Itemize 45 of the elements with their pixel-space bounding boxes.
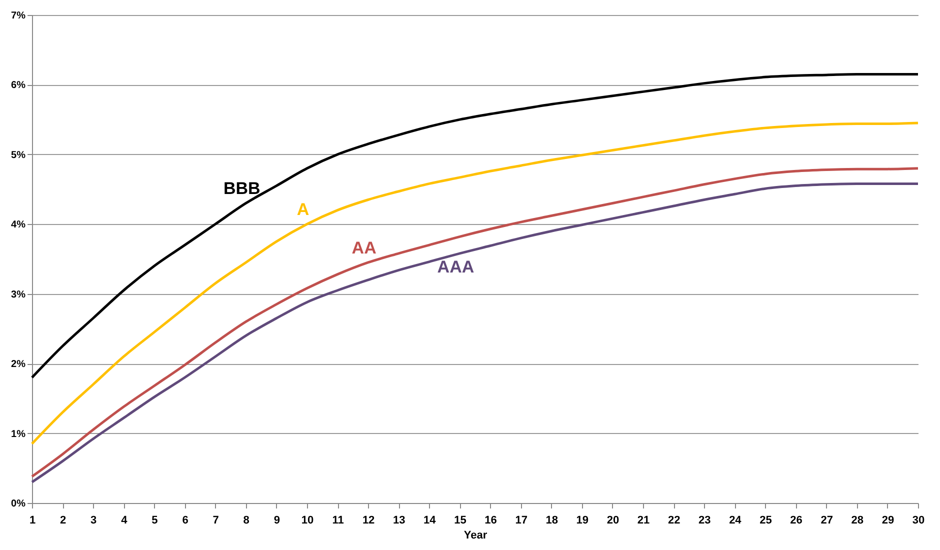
series-label: A — [296, 200, 310, 220]
x-tick-label: 9 — [274, 514, 280, 526]
x-tick-label: 24 — [729, 514, 742, 526]
x-tick-label: 15 — [454, 514, 466, 526]
y-tick-label: 5% — [11, 150, 26, 161]
x-tick-label: 3 — [90, 514, 97, 526]
y-tick-label: 2% — [11, 359, 26, 370]
x-tick-label: 8 — [243, 514, 250, 526]
x-tick-label: 19 — [576, 514, 589, 526]
series-label: BBB — [223, 179, 260, 198]
y-tick-label: 1% — [11, 428, 26, 440]
x-tick-label: 22 — [668, 514, 680, 526]
x-tick-label: 5 — [152, 514, 158, 526]
x-tick-label: 1 — [29, 514, 36, 526]
x-tick-label: 11 — [332, 514, 344, 526]
x-tick-label: 27 — [820, 514, 833, 526]
x-tick-label: 14 — [424, 514, 437, 526]
x-tick-label: 10 — [301, 514, 314, 526]
x-tick-label: 28 — [851, 514, 864, 526]
x-tick-label: 16 — [484, 514, 497, 526]
line-series — [30, 73, 920, 379]
x-tick-label: 23 — [698, 514, 711, 526]
x-tick-label: 21 — [637, 514, 650, 526]
x-axis-title: Year — [464, 530, 488, 542]
series-label: AA — [352, 238, 376, 258]
x-tick-label: 29 — [882, 514, 894, 526]
x-tick-label: 26 — [790, 514, 802, 526]
x-tick-label: 17 — [515, 514, 528, 526]
x-tick-label: 4 — [121, 514, 128, 526]
x-tick-label: 25 — [760, 514, 772, 526]
x-tick-label: 30 — [912, 514, 925, 526]
series-label: AAA — [437, 257, 474, 276]
y-tick-label: 4% — [11, 220, 26, 231]
y-tick-label: 7% — [11, 10, 26, 22]
x-tick-label: 18 — [546, 514, 558, 526]
x-tick-label: 20 — [606, 514, 620, 526]
y-tick-label: 3% — [11, 289, 26, 300]
x-tick-label: 13 — [392, 514, 406, 526]
line-series — [30, 122, 920, 445]
x-tick-label: 6 — [182, 514, 188, 526]
x-tick-label: 12 — [362, 514, 375, 526]
x-tick-label: 7 — [212, 514, 219, 526]
y-tick-label: 6% — [11, 80, 26, 92]
x-tick-label: 2 — [60, 514, 66, 526]
y-tick-label: 0% — [11, 498, 26, 510]
